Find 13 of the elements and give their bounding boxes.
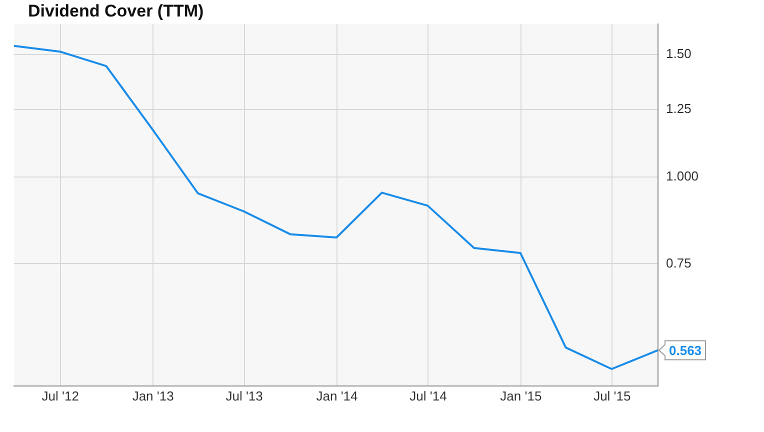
x-tick-label: Jul '12 — [42, 388, 79, 404]
x-tick-label: Jul '13 — [226, 388, 263, 404]
y-tick-label: 0.75 — [666, 255, 692, 270]
data-label: 0.563 — [669, 342, 702, 358]
chart-title: Dividend Cover (TTM) — [28, 2, 204, 21]
x-tick-label: Jan '14 — [316, 388, 358, 404]
y-tick-label: 1.25 — [666, 101, 692, 116]
x-tick-label: Jul '14 — [410, 388, 447, 404]
x-tick-label: Jan '15 — [500, 388, 542, 404]
x-tick-label: Jul '15 — [594, 388, 631, 404]
x-tick-label: Jan '13 — [132, 388, 174, 404]
y-tick-label: 1.50 — [666, 46, 692, 62]
y-tick-label: 1.000 — [666, 168, 699, 184]
